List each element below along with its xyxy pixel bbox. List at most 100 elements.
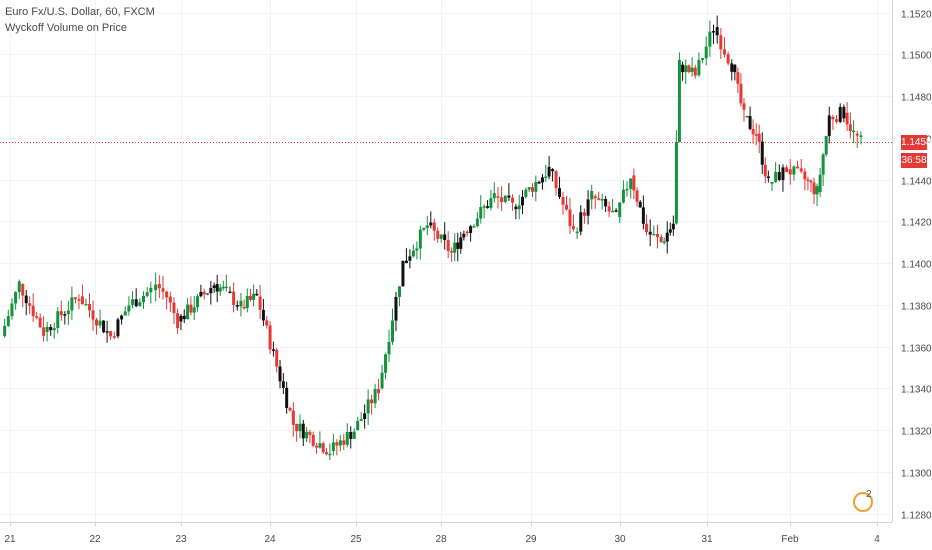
candle <box>80 284 84 305</box>
candle <box>492 182 496 203</box>
candle <box>154 272 158 302</box>
last-price-label: 1.14581 <box>901 135 932 150</box>
candle <box>38 313 42 329</box>
candle <box>625 181 629 197</box>
candle <box>530 183 534 198</box>
candle <box>503 195 507 204</box>
candle <box>422 227 426 232</box>
candle <box>373 383 377 409</box>
candle <box>742 97 746 122</box>
candle <box>748 106 752 131</box>
candle <box>252 284 256 307</box>
candle <box>291 402 295 437</box>
indicator-title[interactable]: Wyckoff Volume on Price <box>5 22 127 34</box>
candle <box>835 114 839 124</box>
candle <box>95 317 99 335</box>
candle <box>31 293 35 322</box>
price-tick-label: 1.13800 <box>901 302 932 313</box>
candle <box>648 219 652 247</box>
candle <box>116 317 120 339</box>
candle <box>127 296 131 316</box>
candle <box>760 132 764 174</box>
candle <box>21 283 25 308</box>
candle <box>91 300 95 331</box>
candle <box>328 443 332 460</box>
candle <box>796 160 800 169</box>
candle <box>472 224 476 228</box>
candle <box>102 320 106 334</box>
price-tick-label: 1.15000 <box>901 51 932 62</box>
candle <box>812 177 816 205</box>
candle <box>56 307 60 334</box>
candle <box>408 249 412 269</box>
candle <box>621 180 625 204</box>
candle <box>352 428 356 439</box>
candle <box>261 299 265 326</box>
price-tick-label: 1.13000 <box>901 469 932 480</box>
candle <box>792 165 796 181</box>
candle <box>757 124 761 154</box>
candle <box>638 200 642 208</box>
candle <box>456 232 460 262</box>
candle <box>325 448 329 456</box>
price-axis[interactable]: 1.152001.150001.148001.146001.144001.142… <box>901 10 932 522</box>
candle <box>500 186 504 212</box>
candle <box>690 57 694 77</box>
candle <box>176 308 180 334</box>
candle <box>818 167 822 197</box>
economic-event-flag-icon[interactable] <box>853 492 873 512</box>
candle <box>24 289 28 316</box>
time-tick-label: 28 <box>435 534 447 545</box>
candle <box>607 201 611 218</box>
candle <box>275 347 279 373</box>
candle <box>88 293 92 318</box>
candle <box>754 123 758 146</box>
price-tick-label: 1.12800 <box>901 511 932 522</box>
candle <box>507 183 511 201</box>
candle <box>674 130 678 225</box>
candle <box>852 120 856 144</box>
candle <box>547 155 551 180</box>
candle <box>384 353 388 380</box>
candle <box>632 168 636 199</box>
candle <box>14 291 18 310</box>
candle <box>859 131 863 145</box>
candle <box>715 15 719 44</box>
candle <box>527 187 531 193</box>
candle <box>186 298 190 320</box>
candle <box>52 322 56 339</box>
candle <box>42 316 46 342</box>
candle <box>597 191 601 201</box>
candle <box>59 300 63 321</box>
candle <box>239 293 243 317</box>
candle <box>109 330 113 340</box>
candle <box>232 282 236 313</box>
candle <box>687 64 691 74</box>
candle <box>815 183 819 206</box>
candle <box>486 200 490 209</box>
candle <box>770 181 774 192</box>
price-tick-label: 1.14400 <box>901 177 932 188</box>
price-tick-label: 1.13200 <box>901 427 932 438</box>
price-tick-label: 1.13400 <box>901 385 932 396</box>
candle <box>168 291 172 313</box>
candle <box>255 289 259 296</box>
candle <box>224 274 228 292</box>
candle <box>10 298 14 320</box>
time-axis[interactable]: 21 22 23 24 25 28 29 30 31 Feb 4 <box>4 522 880 545</box>
candle <box>359 412 363 422</box>
candle <box>245 288 249 313</box>
candle <box>799 158 803 174</box>
candle <box>278 359 282 389</box>
candle <box>298 414 302 439</box>
candle <box>411 244 415 258</box>
candle <box>49 324 53 336</box>
candle <box>157 275 161 299</box>
candle <box>172 297 176 325</box>
candle <box>380 364 384 390</box>
candle <box>443 222 447 250</box>
symbol-title[interactable]: Euro Fx/U.S. Dollar, 60, FXCM <box>5 6 155 18</box>
candle <box>142 291 146 309</box>
candle <box>604 195 608 212</box>
